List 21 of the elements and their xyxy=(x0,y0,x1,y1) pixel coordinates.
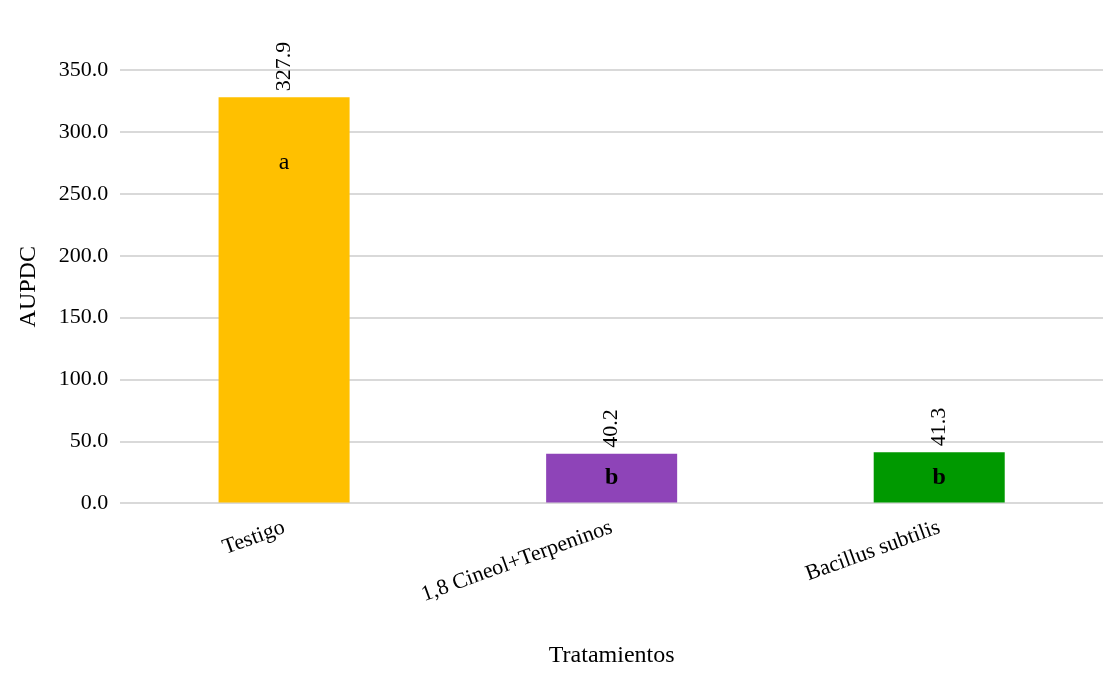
y-axis-title: AUPDC xyxy=(13,246,40,328)
y-tick-label: 300.0 xyxy=(58,117,109,143)
bar xyxy=(873,452,1005,503)
y-tick-label: 150.0 xyxy=(58,303,109,329)
data-label: 40.2 xyxy=(597,409,623,448)
annotation: b xyxy=(932,462,946,489)
data-label: 327.9 xyxy=(269,41,295,92)
y-tick-label: 250.0 xyxy=(58,179,109,205)
x-axis-title: Tratamientos xyxy=(548,640,675,667)
annotation: b xyxy=(604,463,619,490)
y-tick-label: 0.0 xyxy=(80,489,109,515)
y-tick-label: 50.0 xyxy=(69,427,109,453)
y-tick-label: 100.0 xyxy=(58,365,109,391)
bar xyxy=(218,97,350,503)
bar xyxy=(546,453,678,503)
y-tick-label: 350.0 xyxy=(58,55,109,81)
x-tick-label: Testigo xyxy=(218,513,288,560)
annotation: a xyxy=(278,147,290,174)
y-tick-label: 200.0 xyxy=(58,241,109,267)
x-tick-label: Bacillus subtilis xyxy=(801,513,943,586)
data-label: 41.3 xyxy=(925,407,950,447)
